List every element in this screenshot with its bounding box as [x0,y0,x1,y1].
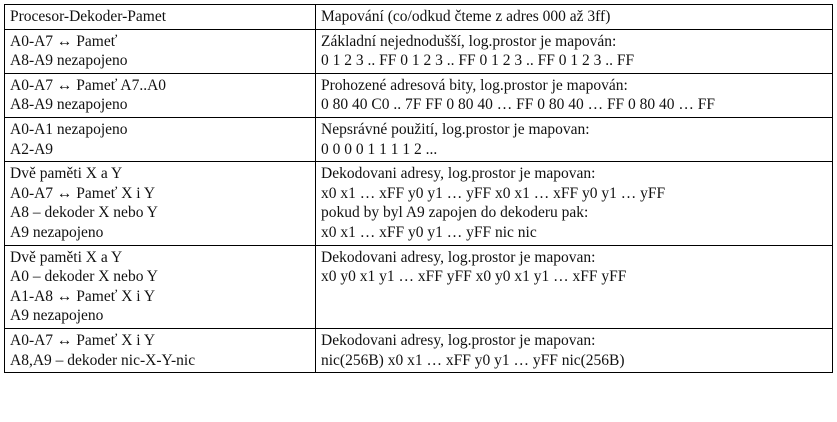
cell-line: Dvě paměti X a Y [10,165,123,183]
cell-line: x0 x1 … xFF y0 y1 … yFF nic nic [321,223,537,241]
right-cell: Dekodovani adresy, log.prostor je mapova… [315,161,833,246]
cell-line: Dekodovani adresy, log.prostor je mapova… [321,165,596,183]
cell-line: A0-A7 ↔ Pameť X i Y [10,331,156,349]
right-cell: Dekodovani adresy, log.prostor je mapova… [315,244,833,329]
mapping-table: Procesor-Dekoder-Pamet Mapování (co/odku… [4,4,833,374]
cell-line: A0 – dekoder X nebo Y [10,268,158,286]
cell-line: Dekodovani adresy, log.prostor je mapova… [321,331,596,349]
left-cell: Dvě paměti X a Y A0-A7 ↔ Pameť X i Y A8 … [4,161,316,246]
cell-line: A0-A7 ↔ Pameť X i Y [10,184,156,202]
cell-line: A0-A7 ↔ Pameť A7..A0 [10,76,167,94]
cell-line: 0 0 0 0 1 1 1 1 2 ... [321,140,438,158]
cell-line: A0-A1 nezapojeno [10,120,128,138]
right-cell: Dekodovani adresy, log.prostor je mapova… [315,327,833,374]
header-cell-right: Mapování (co/odkud čteme z adres 000 až … [315,4,833,30]
cell-line: A9 nezapojeno [10,223,104,241]
table-row: Dvě paměti X a Y A0 – dekoder X nebo Y A… [4,244,833,329]
cell-line: Nepsrávné použití, log.prostor je mapova… [321,120,590,138]
left-cell: A0-A7 ↔ Pameť A8-A9 nezapojeno [4,28,316,74]
cell-line: A2-A9 [10,140,54,158]
cell-line: A8,A9 – dekoder nic-X-Y-nic [10,351,196,369]
header-right-text: Mapování (co/odkud čteme z adres 000 až … [321,8,611,25]
cell-line: Dekodovani adresy, log.prostor je mapova… [321,248,596,266]
left-cell: A0-A7 ↔ Pameť A7..A0 A8-A9 nezapojeno [4,72,316,118]
cell-line: Dvě paměti X a Y [10,248,123,266]
table-row: A0-A7 ↔ Pameť X i Y A8,A9 – dekoder nic-… [4,327,833,374]
cell-line: x0 x1 … xFF y0 y1 … yFF x0 x1 … xFF y0 y… [321,184,666,202]
cell-line: A8 – dekoder X nebo Y [10,204,158,222]
cell-line: pokud by byl A9 zapojen do dekoderu pak: [321,204,589,222]
cell-line: A8-A9 nezapojeno [10,52,128,70]
table-row: A0-A7 ↔ Pameť A8-A9 nezapojeno Základní … [4,28,833,74]
left-cell: Dvě paměti X a Y A0 – dekoder X nebo Y A… [4,244,316,329]
cell-line: 0 1 2 3 .. FF 0 1 2 3 .. FF 0 1 2 3 .. F… [321,52,635,70]
cell-line: Prohozené adresová bity, log.prostor je … [321,76,628,94]
table-header-row: Procesor-Dekoder-Pamet Mapování (co/odku… [4,4,833,30]
cell-line: A0-A7 ↔ Pameť [10,32,118,50]
cell-line: A9 nezapojeno [10,307,104,325]
table-row: A0-A7 ↔ Pameť A7..A0 A8-A9 nezapojeno Pr… [4,72,833,118]
cell-line: nic(256B) x0 x1 … xFF y0 y1 … yFF nic(25… [321,351,625,369]
right-cell: Prohozené adresová bity, log.prostor je … [315,72,833,118]
cell-line: x0 y0 x1 y1 … xFF yFF x0 y0 x1 y1 … xFF … [321,268,627,286]
header-left-text: Procesor-Dekoder-Pamet [10,8,167,25]
right-cell: Nepsrávné použití, log.prostor je mapova… [315,116,833,163]
cell-line: A8-A9 nezapojeno [10,96,128,114]
right-cell: Základní nejednodušší, log.prostor je ma… [315,28,833,74]
header-cell-left: Procesor-Dekoder-Pamet [4,4,316,30]
cell-line: 0 80 40 C0 .. 7F FF 0 80 40 … FF 0 80 40… [321,96,716,114]
table-row: Dvě paměti X a Y A0-A7 ↔ Pameť X i Y A8 … [4,161,833,246]
table-row: A0-A1 nezapojeno A2-A9 Nepsrávné použití… [4,116,833,163]
left-cell: A0-A1 nezapojeno A2-A9 [4,116,316,163]
left-cell: A0-A7 ↔ Pameť X i Y A8,A9 – dekoder nic-… [4,327,316,374]
cell-line: Základní nejednodušší, log.prostor je ma… [321,32,617,50]
cell-line: A1-A8 ↔ Pameť X i Y [10,287,156,305]
